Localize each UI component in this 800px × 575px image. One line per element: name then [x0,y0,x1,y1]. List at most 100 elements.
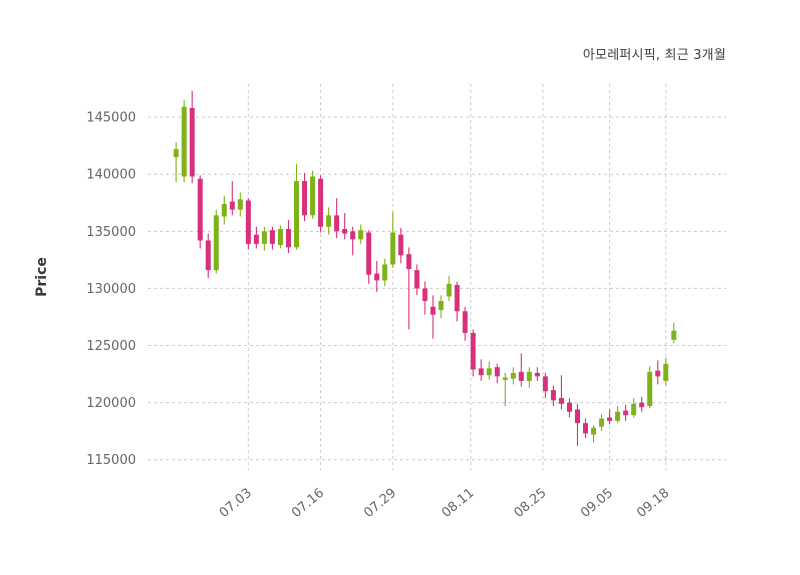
candle [599,414,605,432]
candle [173,142,179,183]
candle [302,173,308,222]
candle-body [478,368,484,376]
candle [181,99,187,183]
candle-body [229,201,235,210]
candle [494,363,500,384]
candle [478,359,484,381]
candle-body [518,371,524,381]
candle-body [639,402,645,408]
y-tick-label: 135000 [86,225,136,240]
candle [558,375,564,410]
candle-body [342,229,348,234]
candle-body [550,390,556,401]
candle [326,207,332,235]
candle-body [253,234,259,244]
x-tick-label: 08.11 [439,486,477,521]
candle [615,406,621,424]
candle [269,226,275,250]
candle-body [398,234,404,256]
candle [639,396,645,412]
y-tick-label: 130000 [86,282,136,297]
candle-body [334,215,340,232]
y-axis-label: Price [34,257,50,297]
candle-body [221,203,227,217]
candle [285,219,291,254]
candle [647,366,653,409]
candle [358,224,364,244]
candle-body [502,377,508,380]
candle-body [406,254,412,270]
candle-body [663,363,669,381]
x-tick-label: 07.29 [361,486,399,521]
candle-body [285,229,291,248]
candle-body [623,410,629,416]
candle [334,198,340,239]
candle [245,198,251,250]
y-tick-label: 145000 [86,111,136,126]
candle-body [566,402,572,412]
candle [454,281,460,322]
candle-body [189,107,195,177]
candle [189,90,195,184]
candle-body [213,215,219,271]
candle-body [302,181,308,216]
candle [550,385,556,407]
candle [574,403,580,447]
candle [398,227,404,264]
candle-body [173,149,179,158]
candle [591,425,597,443]
candle [542,372,548,399]
x-axis-ticks: 07.03 07.16 07.29 08.11 08.25 09.05 09.18 [217,486,673,521]
candle-body [350,231,356,240]
candle-body [358,230,364,240]
candle [446,275,452,301]
chart-title: 아모레퍼시픽, 최근 3개월 [582,48,726,63]
x-tick-label: 07.03 [217,486,255,521]
x-tick-label: 09.05 [578,486,616,521]
candle [583,418,589,439]
candle-body [237,199,243,210]
candle-body [454,284,460,312]
candle-body [591,427,597,435]
candle [310,170,316,219]
candle-body [526,371,532,381]
candle [470,329,476,377]
candle-body [470,332,476,370]
candle-body [647,371,653,407]
candle [382,258,388,287]
grid-layer [148,84,726,470]
candle-body [197,178,203,241]
candle [253,226,259,249]
candle [422,281,428,315]
candle-body [390,232,396,265]
candle-body [374,273,380,281]
candle [374,261,380,292]
candle [534,367,540,381]
candle-body [318,178,324,227]
candle-body [181,106,187,177]
candle [261,226,267,251]
candle-body [599,418,605,427]
candle-body [671,330,677,340]
candle-body [615,411,621,421]
candle [663,358,669,386]
y-tick-label: 140000 [86,168,136,183]
y-axis-ticks: 115000 120000 125000 130000 135000 140000 1450… [86,111,136,469]
y-tick-label: 115000 [86,453,136,468]
candle [438,295,444,319]
candle-body [430,306,436,315]
candle [414,264,420,296]
candle [213,209,219,274]
candle [671,322,677,344]
candle-body [446,283,452,297]
candle [366,230,372,284]
candle-body [574,409,580,424]
candle [229,181,235,216]
candle-body [583,423,589,434]
candle [221,195,227,225]
candle-body [438,300,444,311]
candle [518,353,524,387]
candle-body [382,264,388,281]
candle [486,361,492,380]
candle [566,398,572,418]
